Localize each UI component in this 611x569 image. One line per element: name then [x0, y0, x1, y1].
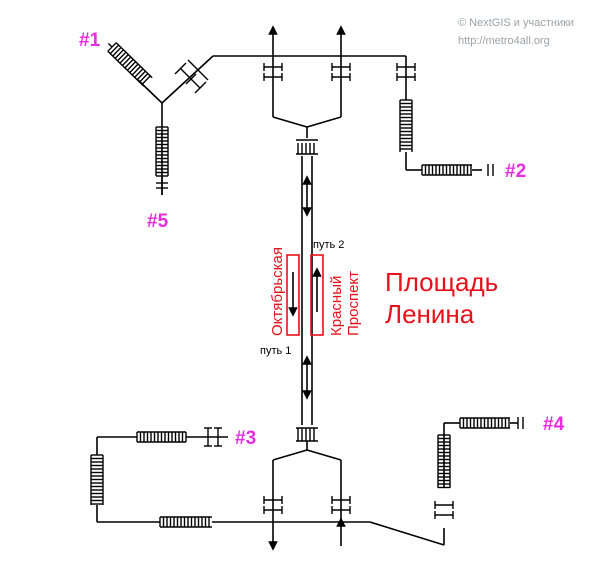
- stairs-icon: [437, 434, 451, 489]
- exit-label-1[interactable]: #1: [79, 30, 101, 51]
- turnstile-icon: [434, 501, 454, 519]
- passage-bottom: [96, 422, 518, 546]
- platform-left: [286, 254, 300, 336]
- stairs-icon: [90, 454, 104, 505]
- stairs-icon: [107, 42, 153, 87]
- turnstile-icon: [331, 63, 351, 81]
- exit-label-3[interactable]: #3: [235, 428, 256, 449]
- station-name-line2: Ленина: [385, 299, 475, 329]
- station-name-line1: Площадь: [385, 267, 498, 297]
- stairs-icon: [421, 164, 494, 176]
- stairs-icon: [296, 139, 318, 155]
- turnstile-icon: [204, 427, 222, 447]
- stairs-icon: [159, 516, 212, 528]
- direction-label-left: Октябрьская: [269, 247, 286, 336]
- exit-label-4[interactable]: #4: [543, 414, 565, 435]
- stairs-icon: [155, 126, 169, 195]
- passage-top-left: [137, 55, 406, 195]
- direction-label-right-1: Красный: [328, 276, 345, 336]
- turnstile-icon: [263, 63, 283, 81]
- exit-label-2[interactable]: #2: [505, 161, 526, 182]
- stairs-icon: [459, 417, 524, 429]
- stairs-icon: [399, 99, 413, 152]
- stairs-icon: [296, 427, 318, 442]
- stairs-icon: [136, 431, 187, 443]
- vestibule-bottom: [268, 441, 346, 551]
- passage-top-right: [405, 56, 482, 171]
- exit-label-5[interactable]: #5: [147, 211, 169, 232]
- platform-right: [310, 254, 324, 336]
- direction-label-right-2: Проспект: [345, 271, 362, 336]
- credit-copyright: © NextGIS и участники: [458, 17, 574, 29]
- turnstile-icon: [174, 59, 209, 94]
- turnstile-icon: [396, 63, 416, 81]
- track-1-label: путь 1: [260, 345, 291, 357]
- credit-url: http://metro4all.org: [458, 35, 550, 47]
- turnstile-icon: [263, 496, 283, 514]
- track-2-label: путь 2: [313, 239, 344, 251]
- turnstile-icon: [331, 496, 351, 514]
- tracks: [301, 156, 313, 425]
- vestibule-top: [268, 25, 346, 138]
